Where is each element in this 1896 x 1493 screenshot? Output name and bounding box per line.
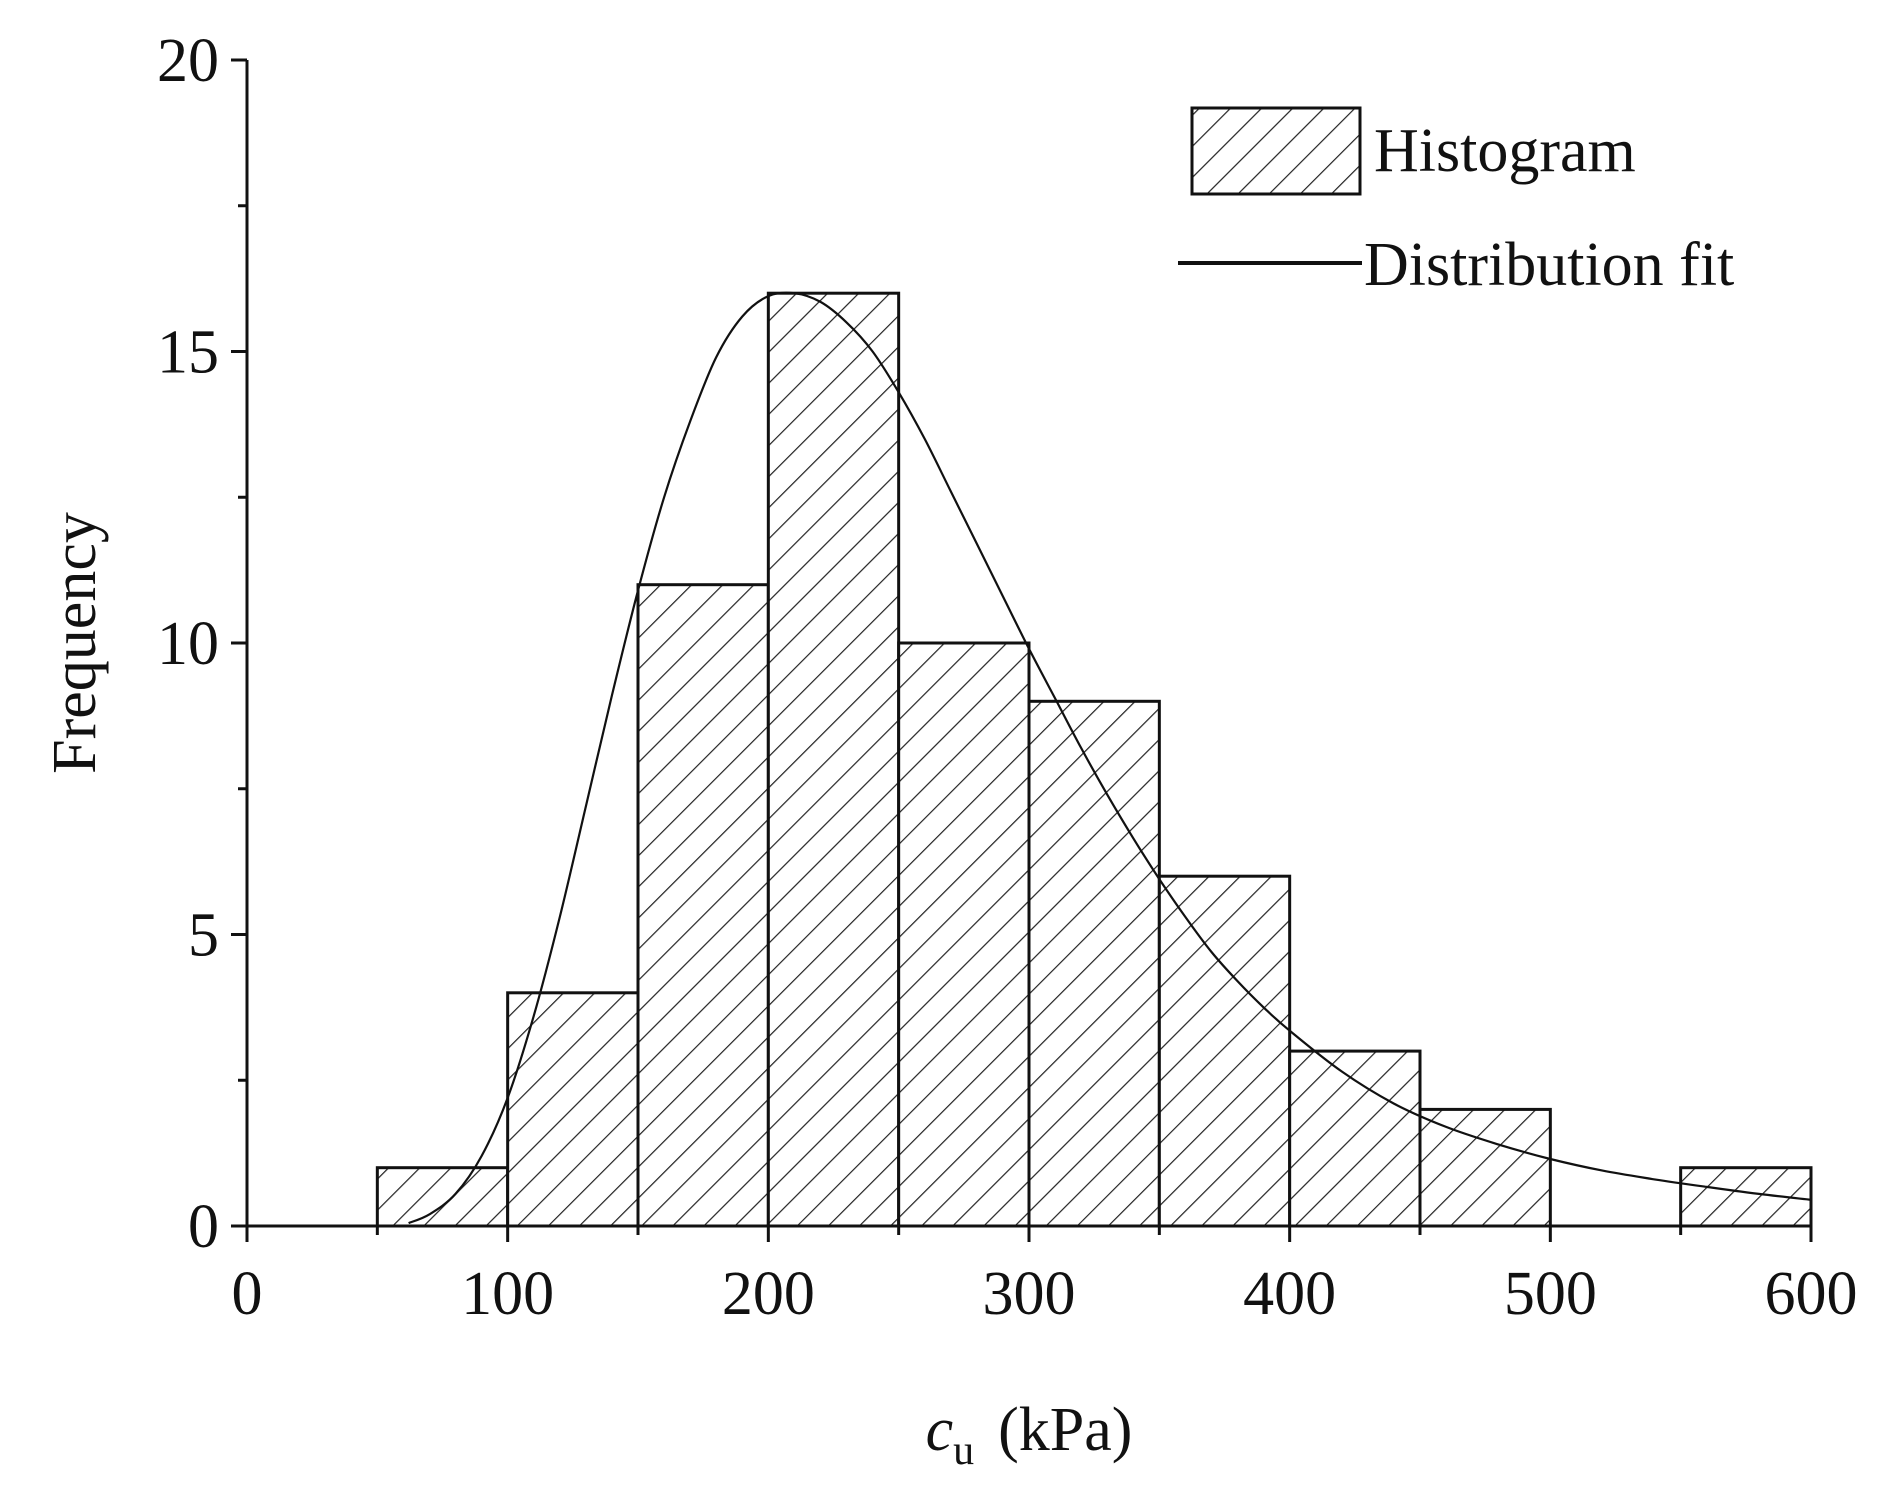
axis-tick-labels: 0 100 200 300 400 500 600 0 5 10 15 20 [157,27,1858,1328]
y-axis-title: Frequency [41,512,109,774]
fit-curve [408,291,1811,1225]
histogram-bar-1 [506,991,640,1228]
x-axis-subscript: u [953,1428,974,1474]
histogram-bars [375,291,1813,1228]
x-tick-label-200: 200 [722,1260,815,1328]
histogram-bar-2 [636,583,770,1228]
histogram-bar-7 [1288,1049,1422,1228]
axis-ticks [231,58,1813,1242]
legend-histogram-label: Histogram [1374,117,1636,185]
legend-histogram-swatch [1190,106,1362,196]
x-tick-label-600: 600 [1765,1260,1858,1328]
x-tick-label-0: 0 [232,1260,263,1328]
x-tick-label-400: 400 [1243,1260,1336,1328]
histogram-bar-3 [766,291,901,1228]
histogram-bar-4 [897,641,1031,1228]
histogram-bar-5 [1027,699,1161,1228]
x-tick-label-300: 300 [983,1260,1076,1328]
legend: Histogram Distribution fit [1178,106,1734,299]
y-tick-label-5: 5 [188,902,219,970]
distribution-fit-line [408,291,1811,1225]
y-tick-label-10: 10 [157,610,219,678]
histogram-bar-8 [1418,1107,1552,1228]
x-axis-title: cu (kPa) [926,1396,1133,1474]
x-axis-symbol: c [926,1396,954,1464]
y-tick-label-15: 15 [157,319,219,387]
x-axis-unit: (kPa) [998,1396,1132,1464]
histogram-bar-6 [1157,874,1292,1228]
legend-fit-label: Distribution fit [1364,231,1734,299]
x-tick-label-100: 100 [461,1260,554,1328]
x-tick-label-500: 500 [1504,1260,1597,1328]
y-tick-label-0: 0 [188,1193,219,1261]
y-tick-label-20: 20 [157,27,219,95]
histogram-bar-0 [375,1166,510,1228]
